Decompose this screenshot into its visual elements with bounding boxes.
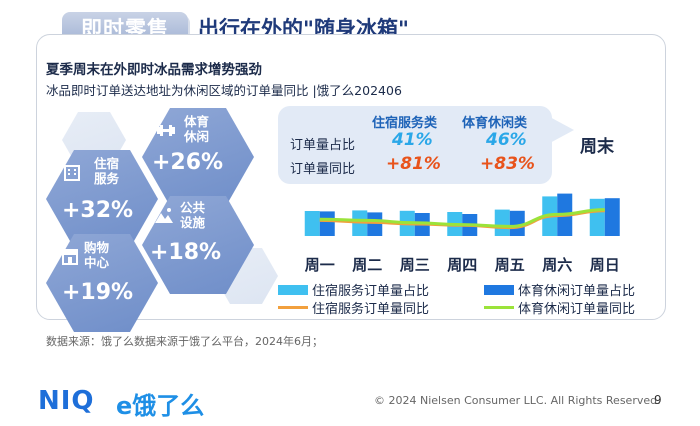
x-tick-label: 周一 [305,256,335,274]
x-tick-label: 周五 [495,256,525,274]
x-tick-label: 周四 [447,256,477,274]
hex-public-label: 公共 设施 [180,200,206,230]
hex-sports-value: +26% [152,150,224,175]
share-lodging-value: 41% [392,130,433,150]
callout-bubble [278,106,552,184]
x-tick-label: 周六 [542,256,572,274]
callout-col-lodging: 住宿服务类 [372,116,438,131]
legend-label: 住宿服务订单量占比 [312,284,430,299]
share-sports-value: 46% [486,130,527,150]
bar-sports [367,212,383,236]
callout-row-yoy: 订单量同比 [290,162,356,177]
data-source-note: 数据来源：饿了么数据来源于饿了么平台，2024年6月； [46,335,323,348]
callout-col-sports: 体育休闲类 [462,116,528,131]
legend-swatch [484,284,514,295]
legend-sports-yoy: 体育休闲订单量同比 [484,298,635,317]
hex-sports [142,108,254,206]
mountain-icon [155,208,173,223]
legend-swatch [278,284,308,295]
dumbbell-icon [157,125,175,136]
page-number: 9 [654,393,662,407]
callout-row-share: 订单量占比 [290,138,356,153]
hex-shopping-label: 购物 中心 [84,240,110,270]
bar-sports [319,211,335,236]
shop-icon [62,249,78,265]
hex-public-value: +18% [150,240,222,265]
legend-label: 体育休闲订单量占比 [518,284,636,299]
yoy-sports-value: +83% [480,154,535,174]
legend-lodging-yoy: 住宿服务订单量同比 [278,298,429,317]
x-tick-label: 周二 [352,256,382,274]
niq-logo: NIQ [38,386,95,416]
eleme-logo: e饿了么 [116,392,205,420]
legend-swatch [484,306,514,309]
copyright-text: © 2024 Nielsen Consumer LLC. All Rights … [374,394,661,407]
yoy-lodging-value: +81% [386,154,441,174]
hex-shopping-value: +19% [62,280,134,305]
callout-tail [548,116,574,144]
hex-lodging-value: +32% [62,198,134,223]
x-tick-label: 周日 [590,256,620,274]
hex-public [142,196,254,294]
bar-lodging [304,211,320,236]
weekend-label: 周末 [580,137,614,157]
legend-swatch [278,306,308,309]
legend-label: 体育休闲订单量同比 [518,302,636,317]
legend-lodging-share: 住宿服务订单量占比 [278,280,429,299]
hex-lodging-label: 住宿 服务 [94,156,120,186]
bar-sports [604,198,620,236]
bar-lodging [494,209,510,236]
bar-sports [509,210,525,236]
weekday-chart: 周一 周二 周三 周四 周五 周六 周日 [304,193,620,274]
hex-sports-label: 体育 休闲 [184,114,210,144]
legend-sports-share: 体育休闲订单量占比 [484,280,635,299]
hotel-icon [64,165,80,181]
chart-description: 冰品即时订单送达地址为休闲区域的订单量同比 |饿了么202406 [46,83,402,98]
chart-subtitle: 夏季周末在外即时冰品需求增势强劲 [46,62,262,78]
line-sports-yoy [319,208,605,228]
legend-label: 住宿服务订单量同比 [312,302,430,317]
bar-lodging [589,198,605,236]
x-tick-label: 周三 [400,256,430,274]
